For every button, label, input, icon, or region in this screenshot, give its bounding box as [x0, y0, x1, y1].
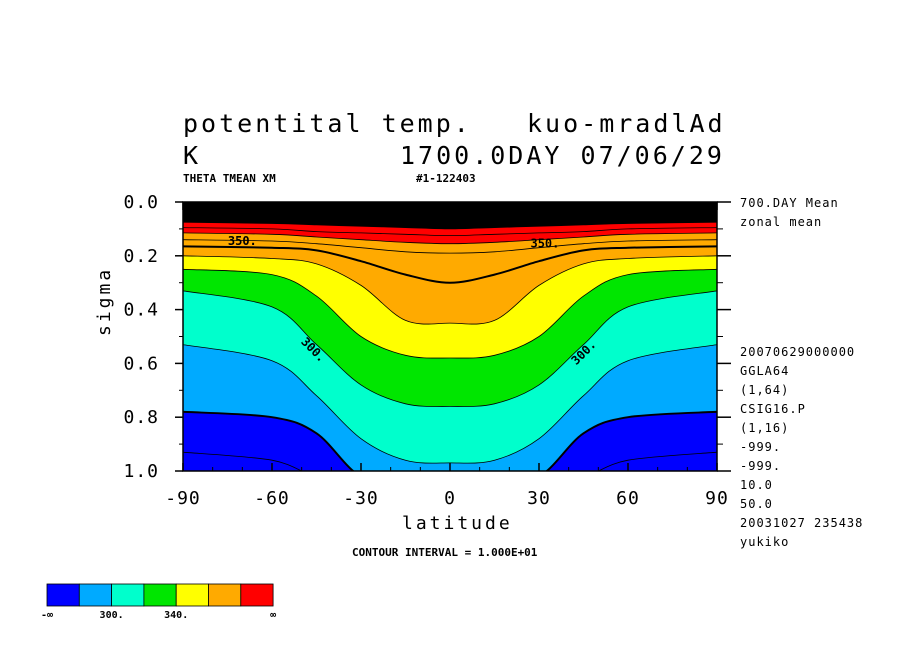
fill-band-290 — [183, 452, 717, 471]
contour-line-330 — [183, 268, 717, 359]
contour-line-290 — [183, 451, 717, 471]
title-left-line1: potentital temp. — [183, 109, 472, 138]
x-tick-label: -60 — [254, 488, 290, 509]
metadata-line: 20031027 235438 — [740, 516, 864, 530]
metadata-line: 10.0 — [740, 478, 773, 492]
variable-label: THETA TMEAN XM — [183, 172, 276, 185]
metadata-line: CSIG16.P — [740, 402, 806, 416]
colorbar-swatch — [143, 583, 177, 607]
contour-line-380 — [183, 227, 717, 237]
contour-line-400 — [183, 221, 717, 230]
colorbar-label: 340. — [164, 610, 188, 621]
contour-interval: CONTOUR INTERVAL = 1.000E+01 — [352, 546, 538, 559]
contour-fills — [183, 202, 717, 471]
metadata-line: -999. — [740, 440, 782, 454]
contour-line-340 — [183, 255, 717, 325]
x-tick-label: 30 — [527, 488, 551, 509]
y-tick-label: 0.4 — [123, 300, 159, 321]
x-axis-label: latitude — [402, 513, 513, 534]
y-tick-label: 0.2 — [123, 246, 159, 267]
colorbar-swatch — [175, 583, 209, 607]
run-id: #1-122403 — [416, 172, 476, 185]
title-right-line2: 1700.0DAY 07/06/29 — [400, 141, 725, 170]
x-tick-label: 90 — [705, 488, 729, 509]
metadata-line: (1,16) — [740, 421, 790, 435]
title-right-line1: kuo-mradlAd — [527, 109, 726, 138]
x-tick-label: -90 — [165, 488, 201, 509]
y-tick-label: 0.8 — [123, 407, 159, 428]
y-axis-label: sigma — [94, 266, 115, 336]
y-tick-label: 1.0 — [123, 461, 159, 482]
colorbar-swatch — [78, 583, 113, 607]
mean-type: zonal mean — [740, 215, 823, 229]
colorbar-label: 300. — [100, 610, 124, 621]
y-tick-label: 0.0 — [123, 192, 159, 213]
x-tick-label: 60 — [616, 488, 640, 509]
colorbar-swatch — [208, 583, 242, 607]
metadata-line: 20070629000000 — [740, 345, 856, 359]
metadata-line: 50.0 — [740, 497, 773, 511]
x-tick-label: 0 — [444, 488, 456, 509]
metadata-line: yukiko — [740, 535, 790, 549]
x-tick-label: -30 — [343, 488, 379, 509]
colorbar-label: -∞ — [41, 610, 53, 621]
contour-label: 350. — [530, 237, 559, 251]
y-tick-label: 0.6 — [123, 353, 159, 374]
contour-line-320 — [183, 290, 717, 407]
colorbar-swatch — [240, 583, 274, 607]
colorbar-label: ∞ — [270, 610, 276, 621]
metadata-line: (1,64) — [740, 383, 790, 397]
contour-label: 350. — [228, 234, 257, 248]
colorbar-swatch — [46, 583, 80, 607]
contour-line-360 — [183, 239, 717, 254]
mean-period: 700.DAY Mean — [740, 196, 839, 210]
title-left-line2: K — [183, 141, 202, 170]
fill-band-300 — [183, 411, 717, 471]
colorbar-swatch — [111, 583, 145, 607]
contour-line-350 — [183, 245, 717, 284]
contour-line-370 — [183, 232, 717, 245]
contour-line-300 — [183, 410, 717, 471]
metadata-line: -999. — [740, 459, 782, 473]
metadata-line: GGLA64 — [740, 364, 790, 378]
contour-line-310 — [183, 344, 717, 464]
